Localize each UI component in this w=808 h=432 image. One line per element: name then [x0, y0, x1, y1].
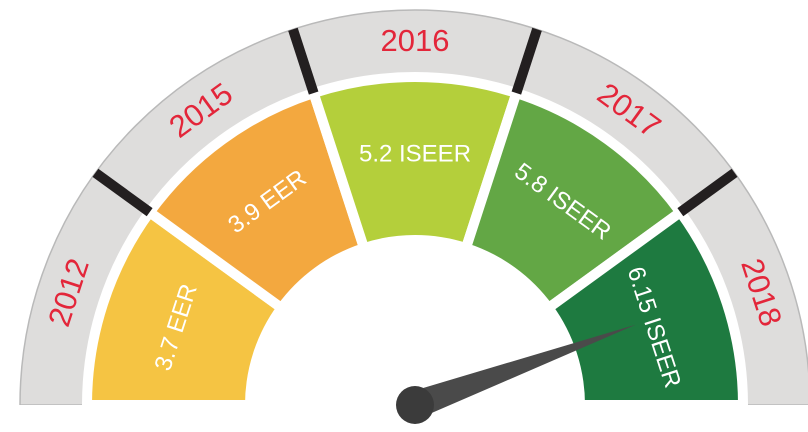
segment — [541, 205, 749, 410]
hub — [250, 240, 580, 405]
needle-pivot — [396, 386, 434, 424]
year-label: 2016 — [381, 23, 450, 58]
divider-tick — [92, 168, 153, 217]
divider-tick — [511, 27, 542, 95]
needle — [410, 324, 636, 419]
divider-tick — [677, 168, 738, 217]
rating-label: 5.2 ISEER — [359, 140, 471, 167]
divider-tick — [288, 27, 319, 95]
